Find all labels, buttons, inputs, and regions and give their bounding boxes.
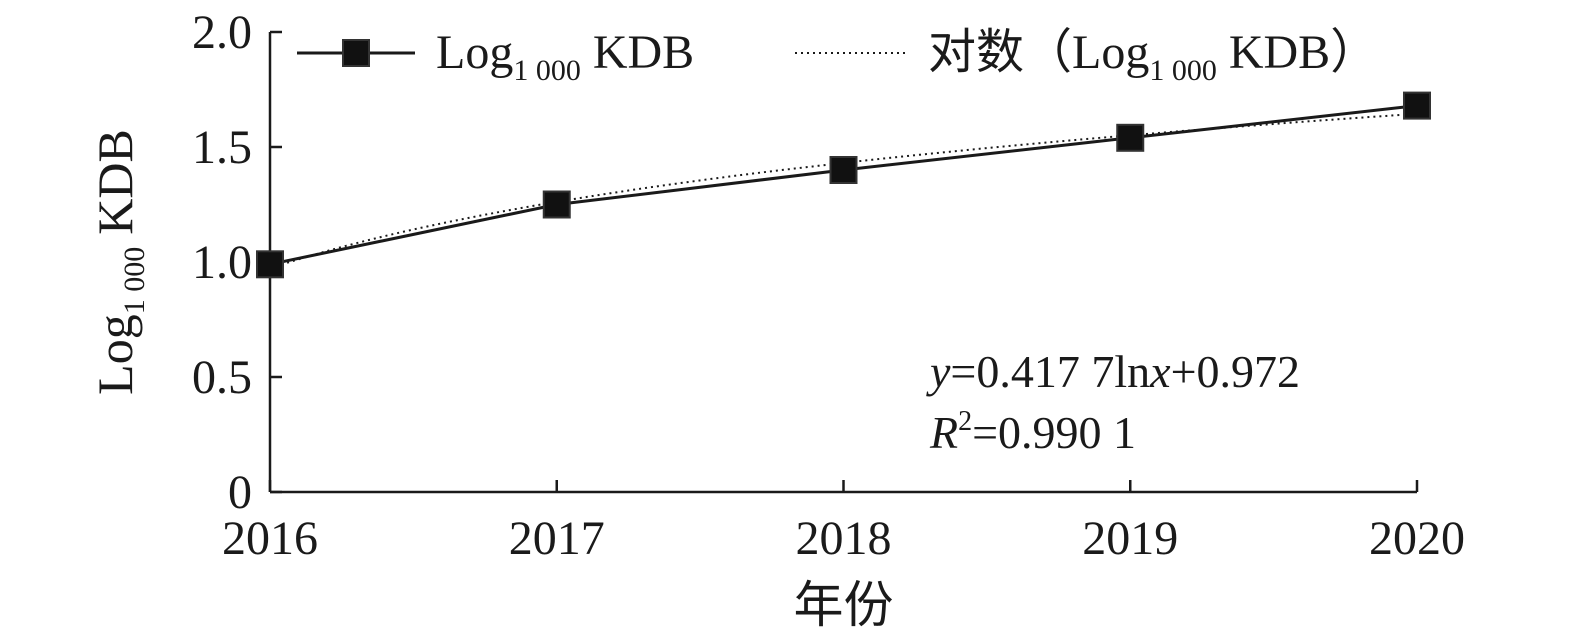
equation-end: +0.972 bbox=[1171, 346, 1300, 397]
legend: Log1 000 KDB 对数（Log1 000 KDB） bbox=[297, 26, 1378, 87]
data-point-marker bbox=[829, 156, 858, 184]
x-ticks: 2016 2017 2018 2019 2020 bbox=[222, 480, 1465, 565]
legend-trendline-label-sub: 1 000 bbox=[1149, 54, 1217, 87]
trendline-logarithmic bbox=[269, 112, 1418, 270]
data-point-marker bbox=[1403, 91, 1431, 120]
y-tick-label: 1.0 bbox=[192, 236, 252, 289]
series-line bbox=[269, 104, 1418, 266]
r-squared-r: R bbox=[929, 407, 958, 458]
y-ticks: 0 0.5 1.0 1.5 2.0 bbox=[192, 6, 282, 519]
x-tick-label: 2019 bbox=[1082, 512, 1178, 565]
r-squared-value: =0.990 1 bbox=[972, 407, 1136, 458]
y-axis-title-rest: KDB bbox=[87, 129, 143, 235]
legend-trendline-label-suffix: ） bbox=[1330, 26, 1378, 79]
legend-trendline-label: 对数（Log1 000 KDB） bbox=[928, 26, 1378, 87]
data-point-marker bbox=[256, 250, 284, 279]
x-tick-label: 2018 bbox=[796, 512, 892, 565]
legend-series-label-rest: KDB bbox=[593, 26, 694, 79]
x-tick-label: 2017 bbox=[509, 512, 605, 565]
data-point-marker bbox=[542, 190, 571, 219]
y-tick-label: 2.0 bbox=[192, 6, 252, 59]
y-axis-title-sub: 1 000 bbox=[118, 247, 151, 315]
legend-trendline-label-prefix: 对数（ bbox=[928, 26, 1072, 79]
data-point-marker bbox=[1116, 123, 1145, 152]
legend-trendline-label-base: Log bbox=[1072, 26, 1149, 79]
legend-series-label: Log1 000 KDB bbox=[436, 26, 694, 87]
y-axis-title-base: Log bbox=[87, 314, 143, 395]
legend-series-label-base: Log bbox=[436, 26, 513, 79]
r-squared: R2=0.990 1 bbox=[929, 406, 1136, 458]
x-tick-label: 2020 bbox=[1369, 512, 1465, 565]
y-tick-label: 0.5 bbox=[192, 351, 252, 404]
legend-series-label-sub: 1 000 bbox=[513, 54, 581, 87]
equation-x: x bbox=[1149, 346, 1171, 397]
equation-y: y bbox=[926, 346, 951, 397]
x-tick-label: 2016 bbox=[222, 512, 318, 565]
y-tick-label: 1.5 bbox=[192, 121, 252, 174]
equation-mid: =0.417 7ln bbox=[950, 346, 1150, 397]
legend-series-swatch-marker bbox=[342, 39, 370, 67]
legend-trendline-label-rest: KDB bbox=[1229, 26, 1330, 79]
series-markers bbox=[256, 91, 1431, 279]
x-axis-title: 年份 bbox=[794, 577, 894, 633]
r-squared-sup: 2 bbox=[958, 406, 972, 437]
trendline-equation: y=0.417 7lnx+0.972 bbox=[926, 346, 1300, 397]
y-axis-title: Log1 000 KDB bbox=[87, 129, 151, 395]
y-tick-label: 0 bbox=[228, 466, 252, 519]
